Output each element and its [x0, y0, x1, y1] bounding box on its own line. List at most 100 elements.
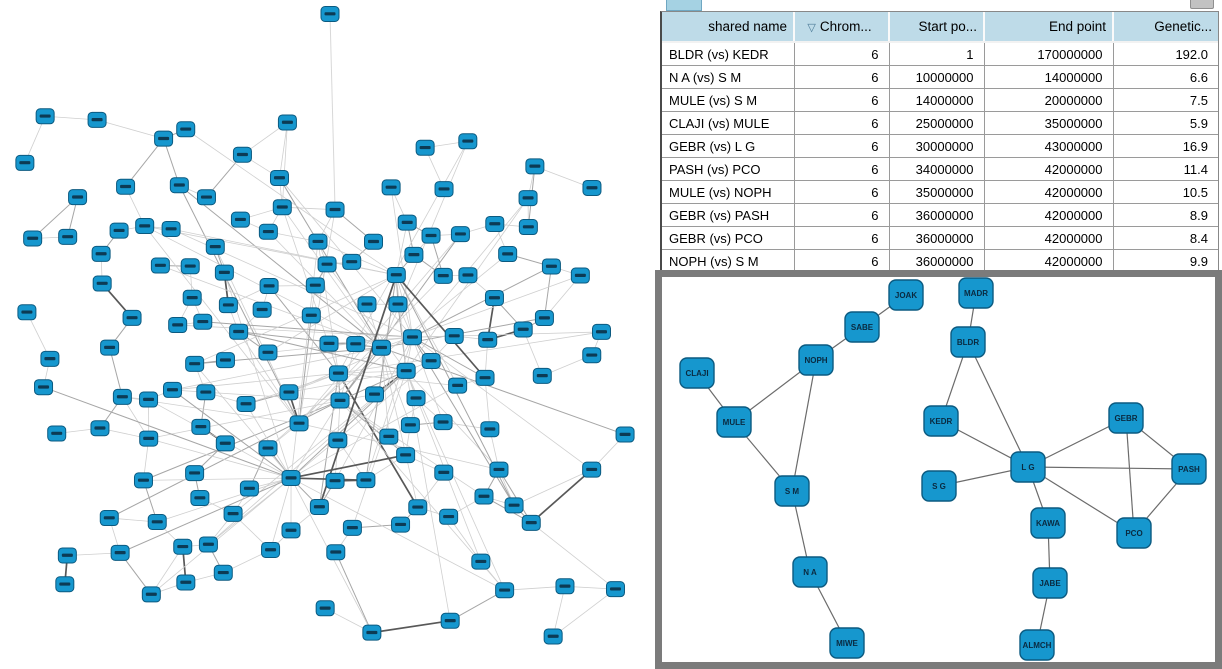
- network-node[interactable]: [397, 214, 417, 231]
- node-claji[interactable]: CLAJI: [679, 357, 715, 389]
- edge[interactable]: [329, 13, 336, 210]
- network-node[interactable]: [193, 313, 213, 330]
- network-node[interactable]: [342, 519, 362, 536]
- node-kawa[interactable]: KAWA: [1030, 507, 1066, 539]
- network-node[interactable]: [68, 189, 88, 206]
- network-node[interactable]: [315, 600, 335, 617]
- network-node[interactable]: [328, 432, 348, 449]
- table-cell[interactable]: 35000000: [888, 180, 984, 204]
- network-node[interactable]: [154, 130, 174, 147]
- table-cell[interactable]: 6: [793, 134, 889, 158]
- table-cell[interactable]: 42000000: [983, 226, 1113, 250]
- edge[interactable]: [543, 266, 552, 319]
- edge[interactable]: [326, 264, 407, 372]
- network-node[interactable]: [133, 472, 153, 489]
- edge[interactable]: [395, 222, 408, 276]
- network-node[interactable]: [92, 275, 112, 292]
- network-node[interactable]: [40, 350, 60, 367]
- edge[interactable]: [151, 477, 292, 595]
- table-cell[interactable]: MULE (vs) NOPH: [662, 180, 794, 204]
- network-node[interactable]: [169, 177, 189, 194]
- table-cell[interactable]: 6: [793, 88, 889, 112]
- node-sg[interactable]: S G: [921, 470, 957, 502]
- network-node[interactable]: [371, 339, 391, 356]
- network-node[interactable]: [444, 328, 464, 345]
- table-cell[interactable]: 192.0: [1112, 42, 1218, 66]
- edge[interactable]: [288, 336, 413, 393]
- network-node[interactable]: [259, 278, 279, 295]
- edge[interactable]: [177, 324, 413, 338]
- column-header-chrom[interactable]: ▽ Chrom...: [793, 12, 889, 43]
- table-cell[interactable]: 14000000: [888, 88, 984, 112]
- edge[interactable]: [498, 469, 532, 524]
- table-cell[interactable]: 6: [793, 157, 889, 181]
- edge[interactable]: [144, 225, 300, 424]
- network-node[interactable]: [182, 289, 202, 306]
- network-node[interactable]: [439, 508, 459, 525]
- node-almch[interactable]: ALMCH: [1019, 629, 1055, 661]
- edge[interactable]: [552, 586, 566, 637]
- edge[interactable]: [298, 233, 461, 424]
- table-cell[interactable]: 6: [793, 65, 889, 89]
- node-madr[interactable]: MADR: [958, 277, 994, 309]
- network-node[interactable]: [230, 211, 250, 228]
- table-cell[interactable]: 36000000: [888, 203, 984, 227]
- network-node[interactable]: [239, 480, 259, 497]
- network-node[interactable]: [478, 331, 498, 348]
- network-node[interactable]: [185, 355, 205, 372]
- table-cell[interactable]: 20000000: [983, 88, 1113, 112]
- table-row[interactable]: GEBR (vs) PCO 6 36000000 42000000 8.4: [662, 226, 1218, 250]
- node-pash[interactable]: PASH: [1171, 453, 1207, 485]
- table-cell[interactable]: N A (vs) S M: [662, 65, 794, 89]
- network-node[interactable]: [279, 384, 299, 401]
- network-node[interactable]: [272, 199, 292, 216]
- column-header-genetic[interactable]: Genetic...: [1112, 12, 1218, 43]
- network-node[interactable]: [135, 218, 155, 235]
- edge[interactable]: [371, 619, 451, 634]
- network-node[interactable]: [281, 522, 301, 539]
- network-node[interactable]: [301, 307, 321, 324]
- network-node[interactable]: [15, 154, 35, 171]
- network-node[interactable]: [330, 392, 350, 409]
- network-node[interactable]: [176, 574, 196, 591]
- edge[interactable]: [281, 122, 288, 208]
- table-row[interactable]: GEBR (vs) PASH 6 36000000 42000000 8.9: [662, 203, 1218, 227]
- network-node[interactable]: [23, 230, 43, 247]
- edge[interactable]: [412, 266, 552, 338]
- edge[interactable]: [412, 331, 602, 338]
- network-node[interactable]: [391, 516, 411, 533]
- network-node[interactable]: [356, 472, 376, 489]
- table-cell[interactable]: 34000000: [888, 157, 984, 181]
- table-row[interactable]: CLAJI (vs) MULE 6 25000000 35000000 5.9: [662, 111, 1218, 135]
- network-node[interactable]: [518, 190, 538, 207]
- network-node[interactable]: [421, 352, 441, 369]
- network-node[interactable]: [346, 336, 366, 353]
- edge[interactable]: [268, 231, 382, 348]
- table-cell[interactable]: 36000000: [888, 249, 984, 273]
- table-cell[interactable]: 6: [793, 42, 889, 66]
- column-header-sharedname[interactable]: shared name: [662, 12, 794, 43]
- network-node[interactable]: [214, 264, 234, 281]
- edge[interactable]: [405, 370, 451, 621]
- network-node[interactable]: [362, 624, 382, 641]
- network-node[interactable]: [277, 114, 297, 131]
- network-node[interactable]: [582, 179, 602, 196]
- table-cell[interactable]: GEBR (vs) PASH: [662, 203, 794, 227]
- network-node[interactable]: [396, 362, 416, 379]
- table-cell[interactable]: 43000000: [983, 134, 1113, 158]
- network-node[interactable]: [191, 418, 211, 435]
- node-bldr[interactable]: BLDR: [950, 326, 986, 358]
- edge[interactable]: [194, 274, 397, 365]
- network-node[interactable]: [434, 464, 454, 481]
- node-lg[interactable]: L G: [1010, 451, 1046, 483]
- network-node[interactable]: [379, 428, 399, 445]
- network-node[interactable]: [198, 536, 218, 553]
- network-node[interactable]: [190, 490, 210, 507]
- network-node[interactable]: [474, 488, 494, 505]
- network-node[interactable]: [408, 499, 428, 516]
- edge[interactable]: [279, 122, 288, 178]
- edge[interactable]: [290, 477, 505, 591]
- table-cell[interactable]: 6: [793, 111, 889, 135]
- edge[interactable]: [172, 347, 382, 391]
- network-node[interactable]: [415, 139, 435, 156]
